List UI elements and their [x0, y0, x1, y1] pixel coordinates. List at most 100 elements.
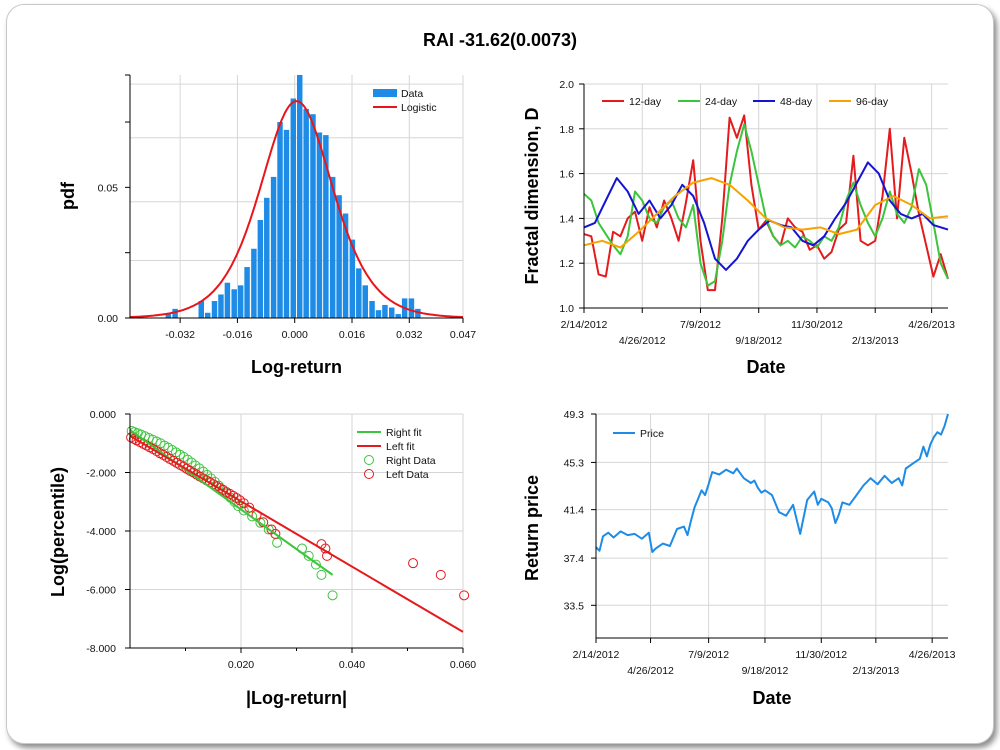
series-line-96-day — [583, 177, 949, 249]
y-tick-label: 0.05 — [98, 182, 119, 194]
legend-label-data: Data — [401, 88, 423, 100]
legend-label-price: Price — [640, 428, 664, 440]
y-tick-label: 0.000 — [90, 409, 116, 421]
histogram-bar — [369, 301, 375, 318]
histogram-bar — [165, 314, 172, 318]
x-tick-label: 11/30/2012 — [795, 649, 847, 661]
histogram-bar — [362, 285, 368, 318]
y-axis-label: Fractal dimension, D — [522, 107, 542, 284]
y-tick-label: 2.0 — [559, 79, 574, 91]
histogram-bar — [251, 248, 257, 318]
y-tick-label: -8.000 — [86, 643, 116, 655]
x-axis-label: Date — [746, 357, 785, 377]
histogram-bar — [329, 176, 336, 318]
histogram-bar — [342, 213, 349, 318]
right-data-point — [272, 537, 283, 548]
left-data-point — [128, 433, 139, 444]
tail-fit-panel: 0.020 0.040 0.060 0.000 -2.000 -4.000 -6.000 -8… — [48, 409, 476, 708]
x-tick-label: 4/26/2013 — [909, 649, 956, 661]
histogram-bar — [172, 308, 178, 318]
legend-label-48-day: 48-day — [780, 96, 813, 108]
histogram-bar — [283, 129, 290, 318]
histogram-bar — [395, 314, 401, 318]
left-data-point — [408, 558, 419, 569]
histogram-bar — [204, 312, 211, 318]
left-data-point — [244, 502, 255, 513]
histogram-bar — [198, 301, 204, 318]
histogram-bar — [349, 239, 356, 318]
histogram-bar — [237, 285, 244, 318]
x-axis-label: |Log-return| — [246, 688, 347, 708]
histogram-bar — [375, 310, 382, 318]
y-tick-label: 1.6 — [559, 169, 574, 181]
x-tick-label: 0.047 — [450, 329, 476, 341]
right-data-point — [316, 569, 327, 580]
price-line — [595, 413, 949, 553]
x-tick-label: 2/14/2012 — [561, 319, 608, 331]
x-tick-label: 0.000 — [282, 329, 308, 341]
histogram-bar — [270, 176, 277, 318]
y-tick-label: 1.8 — [559, 124, 574, 136]
x-tick-label: 9/18/2012 — [735, 335, 782, 347]
x-tick-label: 4/26/2012 — [619, 335, 666, 347]
y-tick-label: -4.000 — [86, 526, 116, 538]
x-tick-label: 2/13/2013 — [852, 665, 899, 677]
x-tick-label: 11/30/2012 — [791, 319, 843, 331]
legend-label-logistic: Logistic — [401, 102, 437, 114]
histogram-bar — [389, 307, 395, 318]
y-tick-label: 33.5 — [564, 600, 585, 612]
left-fit-line — [129, 435, 464, 633]
x-tick-label: 0.020 — [228, 659, 254, 671]
histogram-bar — [408, 298, 415, 318]
histogram-bar — [224, 282, 231, 318]
x-tick-label: 9/18/2012 — [742, 665, 789, 677]
series-line-48-day — [583, 161, 949, 271]
right-data-point — [238, 505, 249, 516]
legend-swatch-data — [373, 89, 397, 97]
right-data-point — [327, 590, 338, 601]
x-axis-label: Log-return — [251, 357, 342, 377]
right-data-point — [303, 550, 314, 561]
histogram-bar — [336, 195, 342, 318]
right-data-point — [247, 511, 258, 522]
histogram-bar — [310, 114, 316, 319]
left-data-point — [270, 528, 281, 539]
histogram-bar — [290, 98, 297, 318]
histogram-bar — [244, 267, 250, 318]
figure-frame — [6, 4, 994, 744]
x-tick-label: 4/26/2012 — [627, 665, 674, 677]
legend-label-96-day: 96-day — [856, 96, 889, 108]
y-tick-label: 0.00 — [98, 313, 119, 325]
left-data-point — [435, 569, 446, 580]
y-axis-label: Return price — [522, 475, 542, 581]
histogram-bar — [257, 220, 264, 318]
logistic-fit-line — [129, 100, 464, 319]
legend-label-24-day: 24-day — [705, 96, 738, 108]
left-data-point — [459, 590, 470, 601]
x-tick-label: -0.016 — [223, 329, 253, 341]
price-panel: 2/14/2012 7/9/2012 11/30/2012 4/26/2013 4/26… — [522, 409, 956, 708]
left-data-point — [126, 432, 137, 443]
y-axis-label: pdf — [58, 181, 78, 210]
right-data-point — [202, 469, 213, 480]
fractal-dimension-panel: 2/14/2012 7/9/2012 11/30/2012 4/26/2013 4/26… — [522, 79, 955, 377]
x-tick-label: 4/26/2013 — [908, 319, 955, 331]
legend-swatch-left-data — [364, 469, 374, 479]
legend-swatch-right-data — [364, 455, 374, 465]
legend-label-left-data: Left Data — [386, 469, 429, 481]
x-tick-label: 0.060 — [450, 659, 476, 671]
histogram-bar — [211, 301, 218, 318]
histogram-bar — [382, 304, 388, 318]
y-tick-label: 49.3 — [564, 409, 585, 421]
legend-label-left-fit: Left fit — [386, 441, 415, 453]
histogram-bar — [264, 197, 270, 318]
y-tick-label: -2.000 — [86, 468, 116, 480]
x-tick-label: 0.016 — [339, 329, 365, 341]
histogram-bar — [303, 108, 309, 318]
y-tick-label: 1.0 — [559, 303, 574, 315]
y-tick-label: -6.000 — [86, 585, 116, 597]
y-axis-label: Log(percentile) — [48, 467, 68, 597]
x-tick-label: 7/9/2012 — [680, 319, 721, 331]
x-tick-label: 0.040 — [339, 659, 365, 671]
